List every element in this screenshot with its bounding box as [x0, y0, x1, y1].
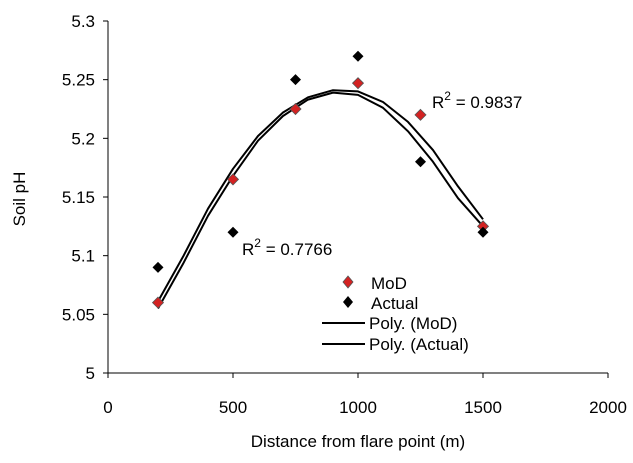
point-actual — [352, 50, 364, 62]
x-tick-label: 2000 — [589, 398, 627, 417]
trendlines — [157, 89, 484, 309]
point-actual — [227, 226, 239, 238]
point-actual — [415, 156, 426, 168]
y-tick-label: 5.05 — [62, 305, 95, 324]
annotations: R2 = 0.9837 R2 = 0.7766 — [242, 89, 522, 259]
y-tick-label: 5.1 — [71, 247, 95, 266]
point-mod — [289, 102, 302, 116]
legend-marker-actual — [343, 296, 353, 308]
point-mod — [414, 108, 427, 121]
x-tick-label: 0 — [103, 398, 112, 417]
trendline-mod — [157, 89, 484, 302]
data-points — [151, 50, 490, 309]
x-tick-label: 500 — [219, 398, 247, 417]
point-mod — [351, 77, 365, 90]
point-mod — [226, 173, 240, 186]
y-axis-title: Soil pH — [10, 172, 29, 227]
axes: 5 5.05 5.1 5.15 5.2 5.25 5.3 0 500 1000 1500 2000 Di… — [10, 12, 627, 451]
point-actual — [290, 74, 301, 86]
r-squared-annotation-actual: R2 = 0.7766 — [242, 236, 332, 259]
point-actual — [477, 226, 489, 238]
legend-marker-mod — [342, 275, 354, 289]
legend-label-mod: MoD — [371, 274, 407, 293]
x-tick-label: 1000 — [339, 398, 377, 417]
x-axis-title: Distance from flare point (m) — [251, 432, 465, 451]
legend-label-poly-mod: Poly. (MoD) — [369, 314, 457, 333]
legend-label-actual: Actual — [371, 294, 418, 313]
legend: MoD Actual Poly. (MoD) Poly. (Actual) — [322, 274, 469, 354]
legend-label-poly-actual: Poly. (Actual) — [369, 335, 469, 354]
r-squared-annotation-mod: R2 = 0.9837 — [432, 89, 522, 112]
x-tick-label: 1500 — [464, 398, 502, 417]
point-mod — [151, 296, 165, 309]
trendline-actual — [157, 91, 484, 309]
y-tick-label: 5.2 — [71, 129, 95, 148]
y-tick-label: 5.3 — [71, 12, 95, 31]
y-tick-label: 5.15 — [62, 188, 95, 207]
y-tick-label: 5.25 — [62, 71, 95, 90]
y-tick-label: 5 — [86, 364, 95, 383]
point-actual — [152, 261, 164, 273]
